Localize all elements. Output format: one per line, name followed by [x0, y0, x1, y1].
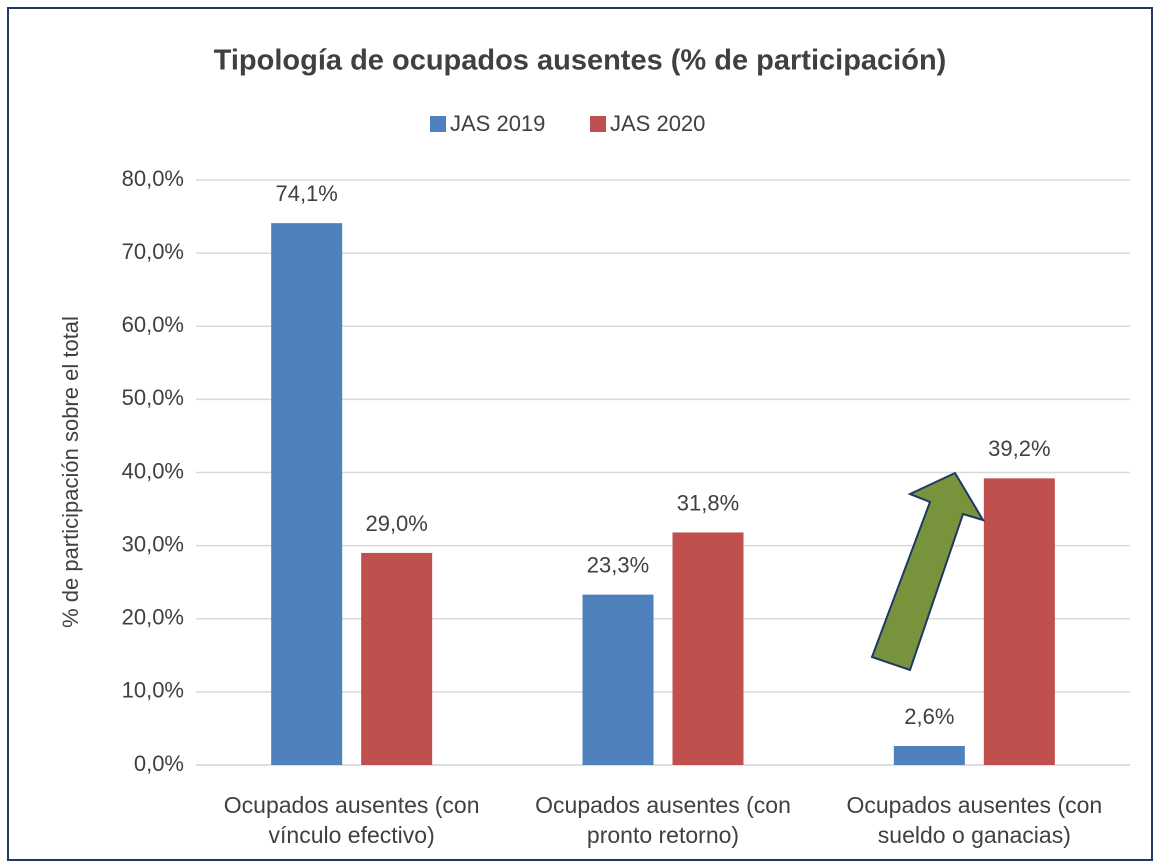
chart-title: Tipología de ocupados ausentes (% de par…: [214, 45, 947, 77]
y-tick-label: 10,0%: [122, 678, 184, 703]
y-tick-label: 30,0%: [122, 531, 184, 556]
data-label: 74,1%: [275, 181, 337, 206]
bar: [271, 223, 343, 766]
y-tick-label: 20,0%: [122, 605, 184, 630]
x-tick-label: Ocupados ausentes (con sueldo o ganacias…: [846, 792, 1103, 848]
arrow-annotation: [870, 471, 986, 672]
y-tick-label: 60,0%: [122, 312, 184, 337]
x-tick-label: Ocupados ausentes (con pronto retorno): [535, 792, 791, 848]
y-tick-label: 50,0%: [122, 385, 184, 410]
legend-swatch: [590, 116, 606, 132]
bar: [983, 478, 1055, 765]
y-tick-label: 80,0%: [122, 166, 184, 191]
data-label: 31,8%: [677, 490, 739, 515]
x-tick-label: Ocupados ausentes (con vínculo efectivo): [223, 792, 480, 848]
bar: [361, 552, 433, 765]
chart-border: [7, 7, 1153, 861]
data-label: 39,2%: [988, 436, 1050, 461]
bar: [582, 594, 654, 765]
data-label: 29,0%: [365, 511, 427, 536]
y-tick-label: 40,0%: [122, 458, 184, 483]
bar: [672, 532, 744, 765]
data-label: 2,6%: [904, 704, 954, 729]
legend-label: JAS 2020: [610, 111, 705, 136]
data-label: 23,3%: [587, 552, 649, 577]
y-axis-label: % de participación sobre el total: [58, 316, 83, 628]
y-tick-label: 70,0%: [122, 239, 184, 264]
y-tick-label: 0,0%: [134, 751, 184, 776]
legend-label: JAS 2019: [450, 111, 545, 136]
legend-swatch: [430, 116, 446, 132]
bar: [893, 745, 965, 765]
